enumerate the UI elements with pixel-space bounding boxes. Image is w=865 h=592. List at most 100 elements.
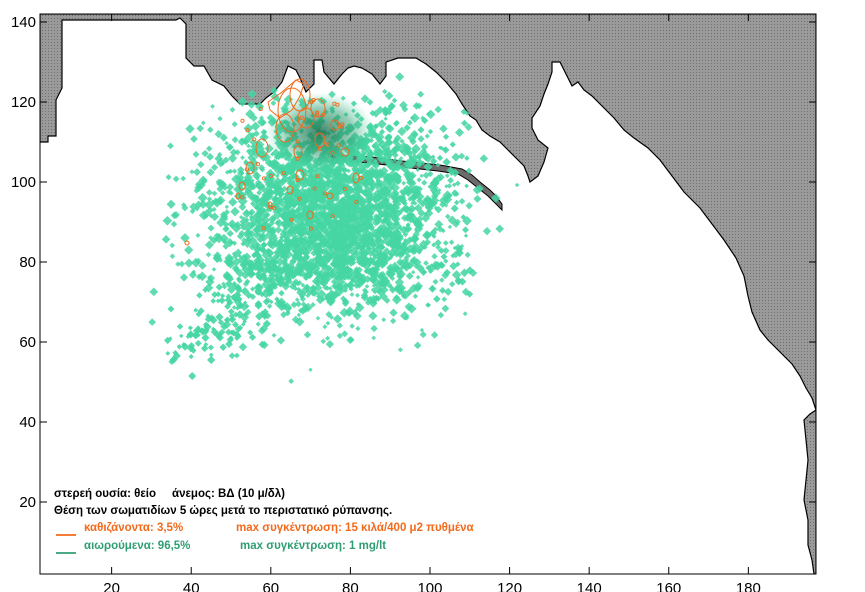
suspended-particle [372,289,378,295]
settled-particle [330,213,335,219]
settled-contour [277,87,307,133]
suspended-particle [406,215,415,224]
settled-particle [359,175,364,180]
suspended-particle [426,199,436,209]
suspended-particle [207,126,214,133]
suspended-particle [283,211,292,220]
suspended-particle [464,251,471,259]
suspended-particle [361,209,371,218]
suspended-particle [385,159,391,165]
suspended-particle [437,145,443,150]
suspended-particle [233,266,241,274]
suspended-particle [307,261,316,271]
suspended-particle [236,276,242,282]
suspended-particle [335,187,342,194]
suspended-particle [276,336,286,345]
suspended-particle [417,126,425,134]
suspended-particle [277,237,285,244]
suspended-particle [460,214,467,220]
suspended-particle [402,231,409,238]
suspended-particle [165,174,172,181]
suspended-particle [332,284,338,290]
suspended-particle [366,98,374,106]
suspended-particle [236,286,241,291]
suspended-particle [401,204,411,213]
suspended-particle [447,177,454,184]
suspended-particle [274,218,284,228]
suspended-particle [197,160,205,169]
suspended-particle [224,140,229,146]
suspended-particle [187,325,193,331]
suspended-particle [402,200,408,207]
settled-particle [281,170,287,176]
suspended-particle [284,275,292,284]
suspended-particle [328,270,337,279]
suspended-particle [435,244,441,251]
suspended-particle [211,267,217,272]
suspended-particle [421,213,431,223]
suspended-particle [210,298,217,304]
suspended-particle [411,270,416,275]
suspended-particle [185,334,191,340]
suspended-particle [255,312,264,321]
suspended-particle [316,195,324,204]
suspended-particle [252,250,260,257]
suspended-particle [249,114,258,122]
suspended-particle [281,185,288,193]
suspended-particle [219,214,229,224]
suspended-particle [238,342,248,352]
suspended-particle [442,146,450,154]
suspended-particle [429,186,438,195]
suspended-particle [260,241,268,249]
suspended-particle [249,270,256,278]
suspended-particle [396,269,406,279]
suspended-particle [220,293,226,299]
suspended-particle [315,255,325,265]
suspended-particle [415,215,424,223]
suspended-particle [296,312,302,318]
suspended-particle [411,235,420,243]
suspended-particle [381,209,388,217]
suspended-particle [201,333,210,342]
suspended-particle [206,145,213,152]
suspended-particle [482,226,492,236]
suspended-particle [369,181,375,187]
suspended-particle [302,246,308,252]
suspended-particle [244,209,250,216]
suspended-particle [356,187,363,195]
suspended-particle [267,160,274,166]
suspended-particle [413,220,423,230]
suspended-particle [372,195,380,204]
suspended-particle [458,197,466,205]
suspended-particle [312,269,317,275]
suspended-particle [322,247,330,254]
suspended-particle [393,209,403,218]
suspended-particle [412,102,421,110]
suspended-particle [384,91,394,101]
suspended-particle [319,262,327,270]
suspended-particle [342,259,349,266]
suspended-particle [349,292,355,297]
suspended-particle [304,220,309,225]
suspended-particle [373,158,378,164]
suspended-particle [267,289,275,296]
suspended-particle [462,311,468,317]
suspended-particle [255,183,260,188]
suspended-particle [212,198,222,208]
suspended-particle [303,283,311,291]
suspended-particle [431,242,437,248]
suspended-particle [231,174,241,184]
suspended-particle [466,290,474,298]
suspended-particle [184,258,194,268]
settled-particle [268,205,273,210]
suspended-particle [217,257,223,263]
suspended-particle [273,165,284,176]
suspended-particle [371,253,377,258]
settled-contour [238,181,246,191]
suspended-particle [424,133,430,139]
suspended-particle [491,193,501,203]
suspended-particle [411,143,421,154]
suspended-particle [373,173,382,181]
suspended-particle [261,312,269,320]
suspended-particle [227,299,234,306]
